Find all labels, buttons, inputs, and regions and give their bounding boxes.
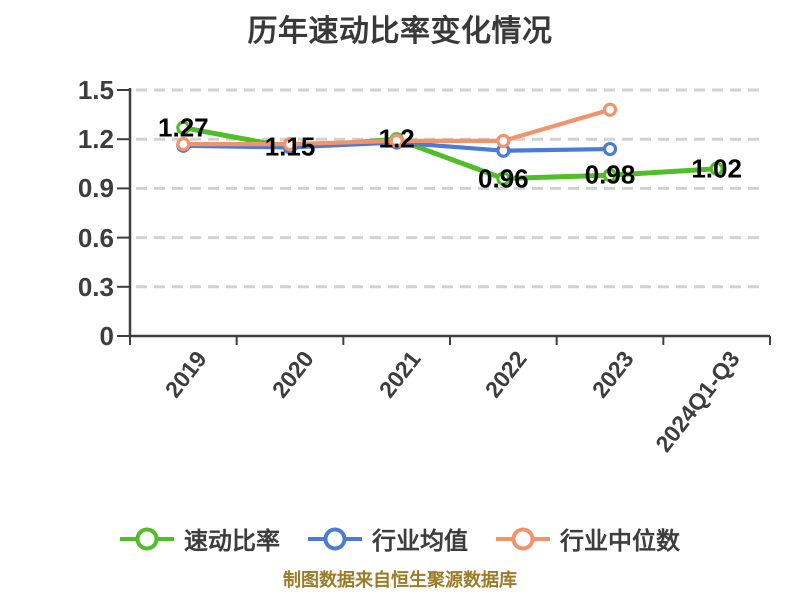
data-source-note: 制图数据来自恒生聚源数据库 [283, 570, 517, 590]
legend-item-industry-median[interactable]: 行业中位数 [496, 521, 680, 556]
legend-label-industry-avg: 行业均值 [372, 528, 468, 555]
industry-median-legend-marker-icon [496, 527, 550, 550]
legend-label-industry-median: 行业中位数 [560, 528, 680, 555]
legend: 速动比率 行业均值 行业中位数 [0, 521, 800, 556]
data-label-0.98: 0.98 [584, 159, 636, 190]
legend-item-industry-avg[interactable]: 行业均值 [308, 521, 468, 556]
y-tick-label-1.5: 1.5 [77, 75, 114, 105]
y-tick-label-0.9: 0.9 [77, 173, 114, 204]
legend-label-quick-ratio: 速动比率 [184, 528, 280, 555]
data-label-1.02: 1.02 [691, 153, 742, 184]
industry-median-point-2023 [602, 102, 618, 117]
legend-item-quick-ratio[interactable]: 速动比率 [120, 521, 280, 556]
quick-ratio-point-2019 [176, 120, 191, 135]
quick-ratio-point-2023 [602, 168, 618, 183]
quick-ratio-point-2022 [496, 171, 511, 186]
industry-avg-legend-marker-icon [308, 527, 362, 550]
y-tick-label-0.6: 0.6 [77, 222, 114, 253]
quick-ratio-legend-marker-icon [120, 527, 174, 550]
data-label-1.2: 1.2 [378, 123, 415, 154]
y-tick-label-0.3: 0.3 [77, 271, 114, 302]
industry-median-point-2022 [496, 133, 511, 148]
industry-median-point-2020 [282, 137, 298, 152]
data-label-0.96: 0.96 [478, 163, 529, 194]
quick-ratio-point-2024Q1-Q3 [709, 161, 724, 176]
industry-median-point-2019 [176, 137, 191, 152]
data-label-1.15: 1.15 [264, 131, 316, 162]
y-tick-label-1.2: 1.2 [77, 124, 114, 155]
industry-avg-point-2023 [602, 141, 618, 157]
data-label-1.27: 1.27 [158, 112, 209, 143]
industry-median-point-2021 [389, 133, 404, 148]
y-tick-label-0: 0 [99, 321, 114, 351]
axis-lines [128, 88, 770, 338]
quick-ratio-line [180, 125, 720, 182]
chart-title: 历年速动比率变化情况 [247, 15, 553, 48]
